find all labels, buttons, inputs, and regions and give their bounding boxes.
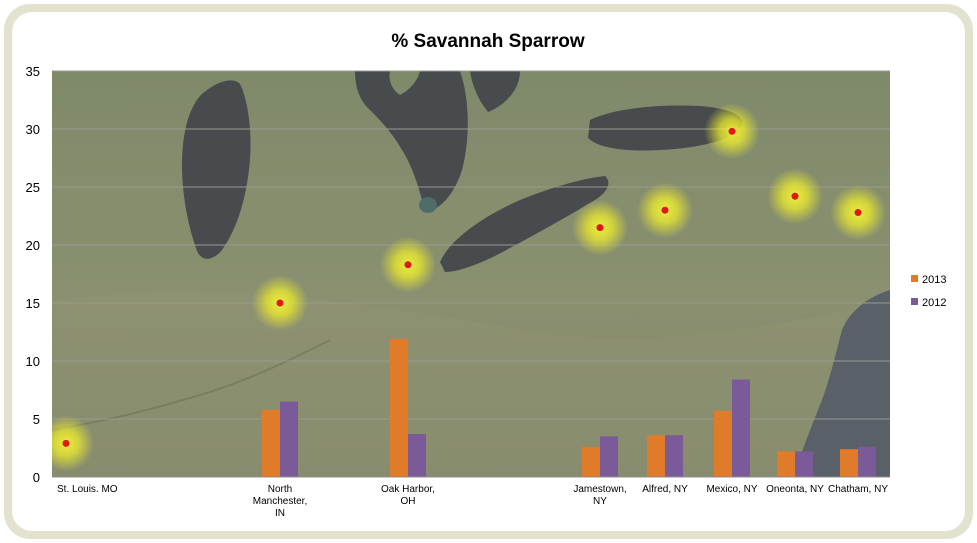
x-tick-label: Oneonta, NY [766,484,824,495]
lake-huron [355,71,468,212]
bar-2013 [647,435,665,477]
marker-dot [854,209,862,217]
legend: 2013 2012 [911,274,946,309]
bar-2012 [732,379,750,477]
x-tick-label: Oak Harbor, OH [381,484,435,507]
legend-label-2012: 2012 [922,297,946,309]
legend-swatch-2012 [911,298,918,305]
marker-dot [728,127,736,135]
marker-dot [62,439,70,447]
map-markers [52,103,886,472]
bar-2013 [390,338,408,477]
x-tick-label: Alfred, NY [642,484,688,495]
bar-series [262,338,876,477]
y-tick-label: 35 [26,64,40,79]
lake-erie [440,176,609,272]
atlantic-ocean [794,290,890,477]
x-tick-label: St. Louis. MO [57,484,118,495]
bar-2013 [714,410,732,477]
map-background [52,71,890,477]
x-tick-label: Jamestown, NY [573,484,626,507]
bar-2013 [262,409,280,477]
chart-title: % Savannah Sparrow [391,31,584,52]
x-tick-label: Chatham, NY [828,484,888,495]
y-tick-label: 5 [33,412,40,427]
bar-2012 [858,446,876,477]
marker-dot [661,206,669,214]
marker-dot [791,192,799,200]
y-axis: 0 5 10 15 20 25 30 35 [26,64,40,485]
y-tick-label: 30 [26,122,40,137]
bar-2012 [408,434,426,477]
bar-2013 [582,446,600,477]
bar-2013 [840,449,858,477]
y-tick-label: 25 [26,180,40,195]
y-tick-label: 0 [33,470,40,485]
y-tick-label: 10 [26,354,40,369]
marker-dot [276,299,284,307]
bar-2012 [795,451,813,477]
lake-michigan [182,80,251,259]
lake-ontario [588,105,743,151]
bar-2012 [665,435,683,477]
legend-swatch-2013 [911,275,918,282]
y-gridlines [52,70,890,420]
marker-glow [52,415,94,472]
marker-dot [404,261,412,269]
y-tick-label: 20 [26,238,40,253]
bar-2013 [777,451,795,477]
x-axis: St. Louis. MO North Manchester, IN Oak Harbo… [57,484,888,519]
legend-label-2013: 2013 [922,274,946,286]
x-tick-label: Mexico, NY [706,484,757,495]
bar-2012 [280,401,298,477]
bar-2012 [600,436,618,477]
y-tick-label: 15 [26,296,40,311]
x-tick-label: North Manchester, IN [253,484,307,519]
marker-dot [596,224,604,232]
